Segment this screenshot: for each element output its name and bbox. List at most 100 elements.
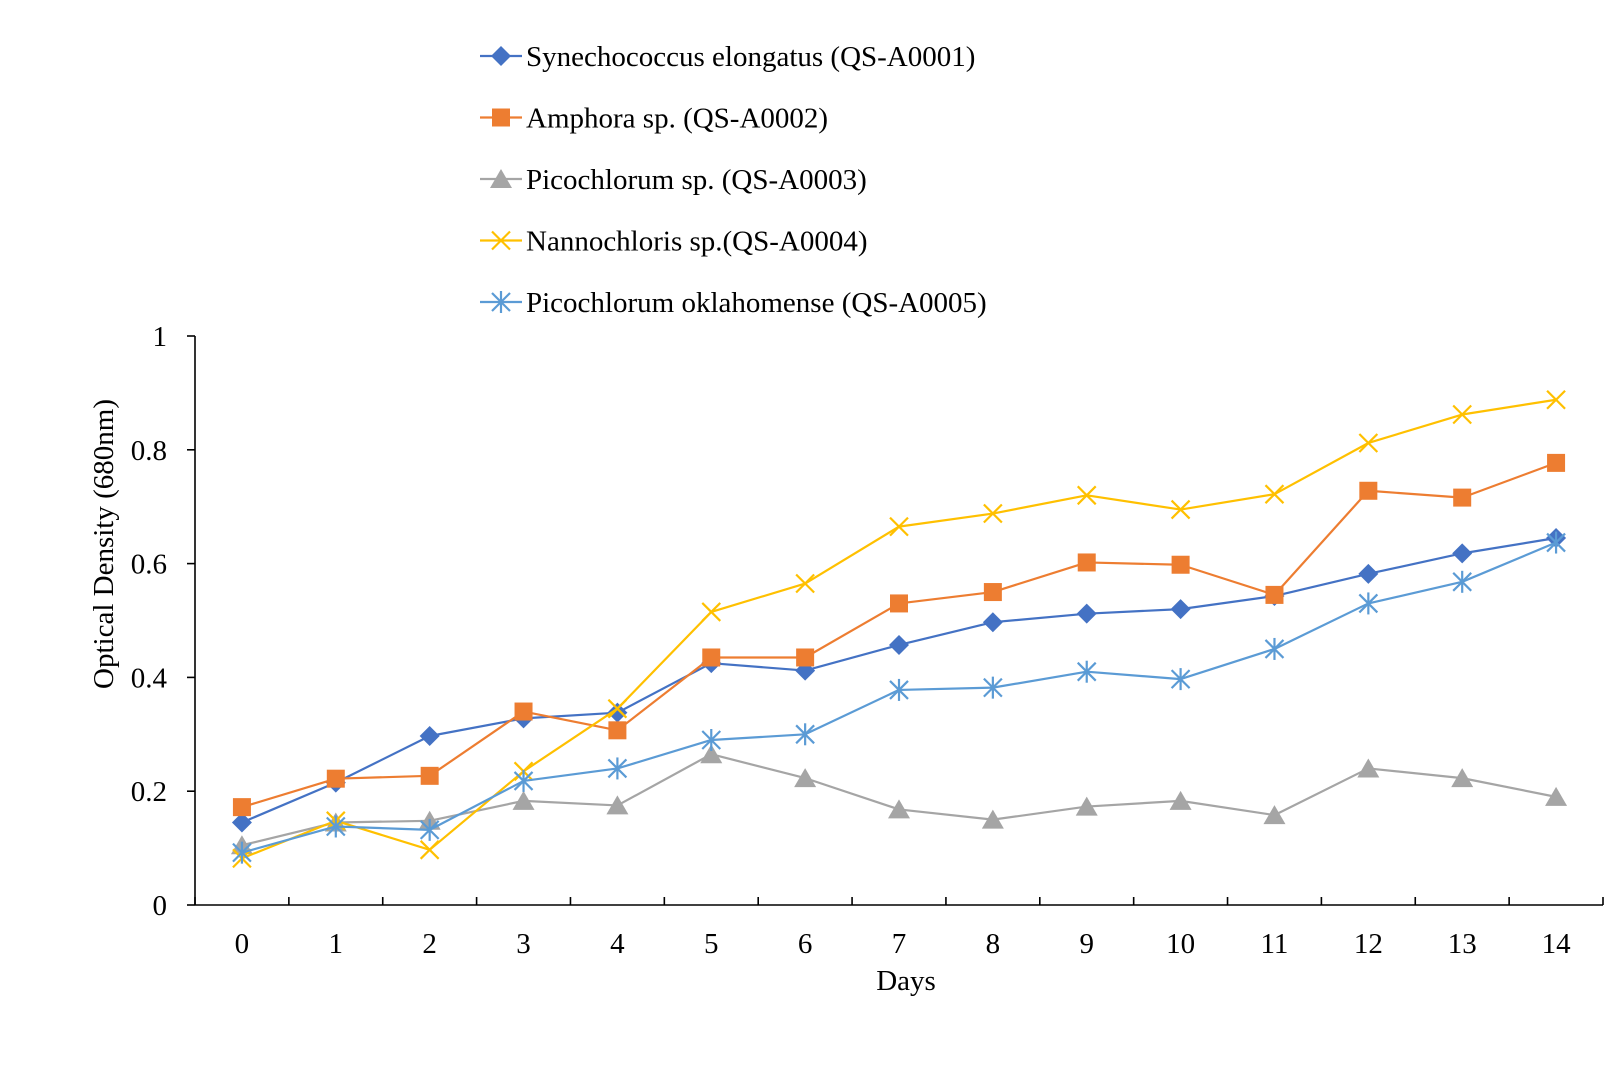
data-point: [983, 676, 1003, 699]
legend-marker: [491, 291, 511, 313]
marker-stroke: [795, 573, 815, 594]
data-point: [796, 648, 815, 667]
marker-stroke: [1170, 499, 1191, 520]
data-point: [512, 790, 535, 810]
marker-stroke: [1076, 485, 1097, 506]
series-line: [241, 398, 1557, 860]
marker-stroke: [889, 516, 909, 537]
data-point: [794, 768, 817, 788]
x-tick-label: 8: [986, 928, 1001, 960]
data-point: [1545, 786, 1568, 806]
data-point: [1264, 637, 1285, 660]
data-point: [795, 723, 815, 746]
x-tick-label: 14: [1542, 928, 1572, 960]
data-point: [1358, 563, 1379, 584]
legend-item: Nannochloris sp.(QS-A0004): [480, 226, 868, 258]
data-point: [232, 798, 251, 817]
data-point: [888, 799, 910, 819]
data-point: [419, 818, 440, 841]
y-tick-label: 0.6: [131, 549, 167, 581]
data-point: [1452, 570, 1472, 593]
y-tick-label: 0: [153, 890, 168, 922]
y-tick-label: 0.4: [131, 662, 168, 694]
data-point: [1170, 599, 1191, 620]
x-tick-label: 13: [1448, 928, 1477, 960]
data-point: [607, 702, 628, 723]
data-point: [1358, 592, 1379, 615]
marker-stroke: [701, 602, 722, 622]
data-point: [514, 702, 533, 721]
legend-marker: [491, 230, 511, 251]
legend-label: Picochlorum oklahomense (QS-A0005): [526, 287, 987, 319]
data-point: [1169, 790, 1192, 810]
data-point: [1170, 499, 1191, 520]
data-point: [1546, 531, 1566, 554]
legend-label: Amphora sp. (QS-A0002): [526, 103, 828, 135]
data-point: [889, 634, 909, 655]
data-point: [231, 812, 252, 833]
data-point: [1547, 453, 1566, 472]
data-point: [1076, 660, 1097, 683]
x-tick-label: 2: [422, 928, 437, 960]
data-point: [701, 728, 722, 751]
data-point: [795, 573, 815, 594]
data-point: [1451, 768, 1474, 788]
data-point: [1357, 758, 1380, 778]
x-tick-label: 4: [610, 928, 625, 960]
legend-item: Picochlorum sp. (QS-A0003): [480, 164, 867, 196]
marker-stroke: [607, 698, 628, 719]
data-point: [1453, 488, 1472, 507]
data-point: [1546, 389, 1566, 410]
data-point: [1076, 485, 1097, 506]
data-point: [232, 841, 252, 864]
legend-marker: [490, 169, 512, 188]
data-point: [700, 744, 723, 764]
series-4: [232, 389, 1566, 869]
data-point: [1264, 484, 1285, 504]
legend-label: Picochlorum sp. (QS-A0003): [526, 164, 867, 196]
x-tick-label: 9: [1079, 928, 1094, 960]
legend-item: Synechococcus elongatus (QS-A0001): [480, 41, 975, 73]
data-point: [889, 678, 909, 701]
data-point: [1076, 603, 1097, 624]
data-point: [1077, 553, 1096, 572]
legend-marker: [492, 108, 510, 127]
data-point: [702, 648, 721, 667]
x-tick-label: 7: [892, 928, 907, 960]
axes: 00.20.40.60.810 1 2 3 4 5 6 7 8 9 10 11 12 13 14: [131, 321, 1604, 960]
data-point: [419, 840, 440, 860]
x-tick-label: 0: [235, 928, 250, 960]
x-axis-title: Days: [876, 965, 936, 997]
data-point: [1358, 433, 1379, 453]
marker-stroke: [1358, 433, 1379, 453]
series-2: [232, 453, 1566, 817]
data-point: [981, 809, 1004, 829]
data-point: [1263, 805, 1286, 825]
marker-stroke: [1452, 404, 1472, 425]
legend-marker: [491, 46, 511, 66]
marker-stroke: [1546, 389, 1566, 410]
legend: Synechococcus elongatus (QS-A0001) Amphor…: [480, 41, 987, 319]
data-point: [890, 594, 908, 613]
data-point: [1171, 555, 1190, 574]
data-point: [983, 583, 1002, 602]
y-axis-title: Optical Density (680nm): [88, 399, 120, 689]
y-tick-label: 0.8: [131, 435, 167, 467]
data-point: [606, 795, 629, 815]
data-point: [1265, 585, 1284, 604]
x-tick-label: 6: [798, 928, 813, 960]
data-point: [1075, 796, 1098, 816]
data-point: [1359, 481, 1378, 500]
data-point: [326, 815, 346, 838]
x-tick-label: 1: [329, 928, 344, 960]
data-point: [982, 612, 1003, 633]
x-tick-label: 11: [1260, 928, 1288, 960]
series-5: [232, 531, 1566, 864]
y-tick-label: 1: [153, 321, 168, 353]
legend-label: Nannochloris sp.(QS-A0004): [526, 226, 868, 258]
marker-stroke: [1264, 484, 1285, 504]
data-point: [1452, 404, 1472, 425]
series-layer: [230, 389, 1568, 869]
series-3: [230, 744, 1568, 855]
